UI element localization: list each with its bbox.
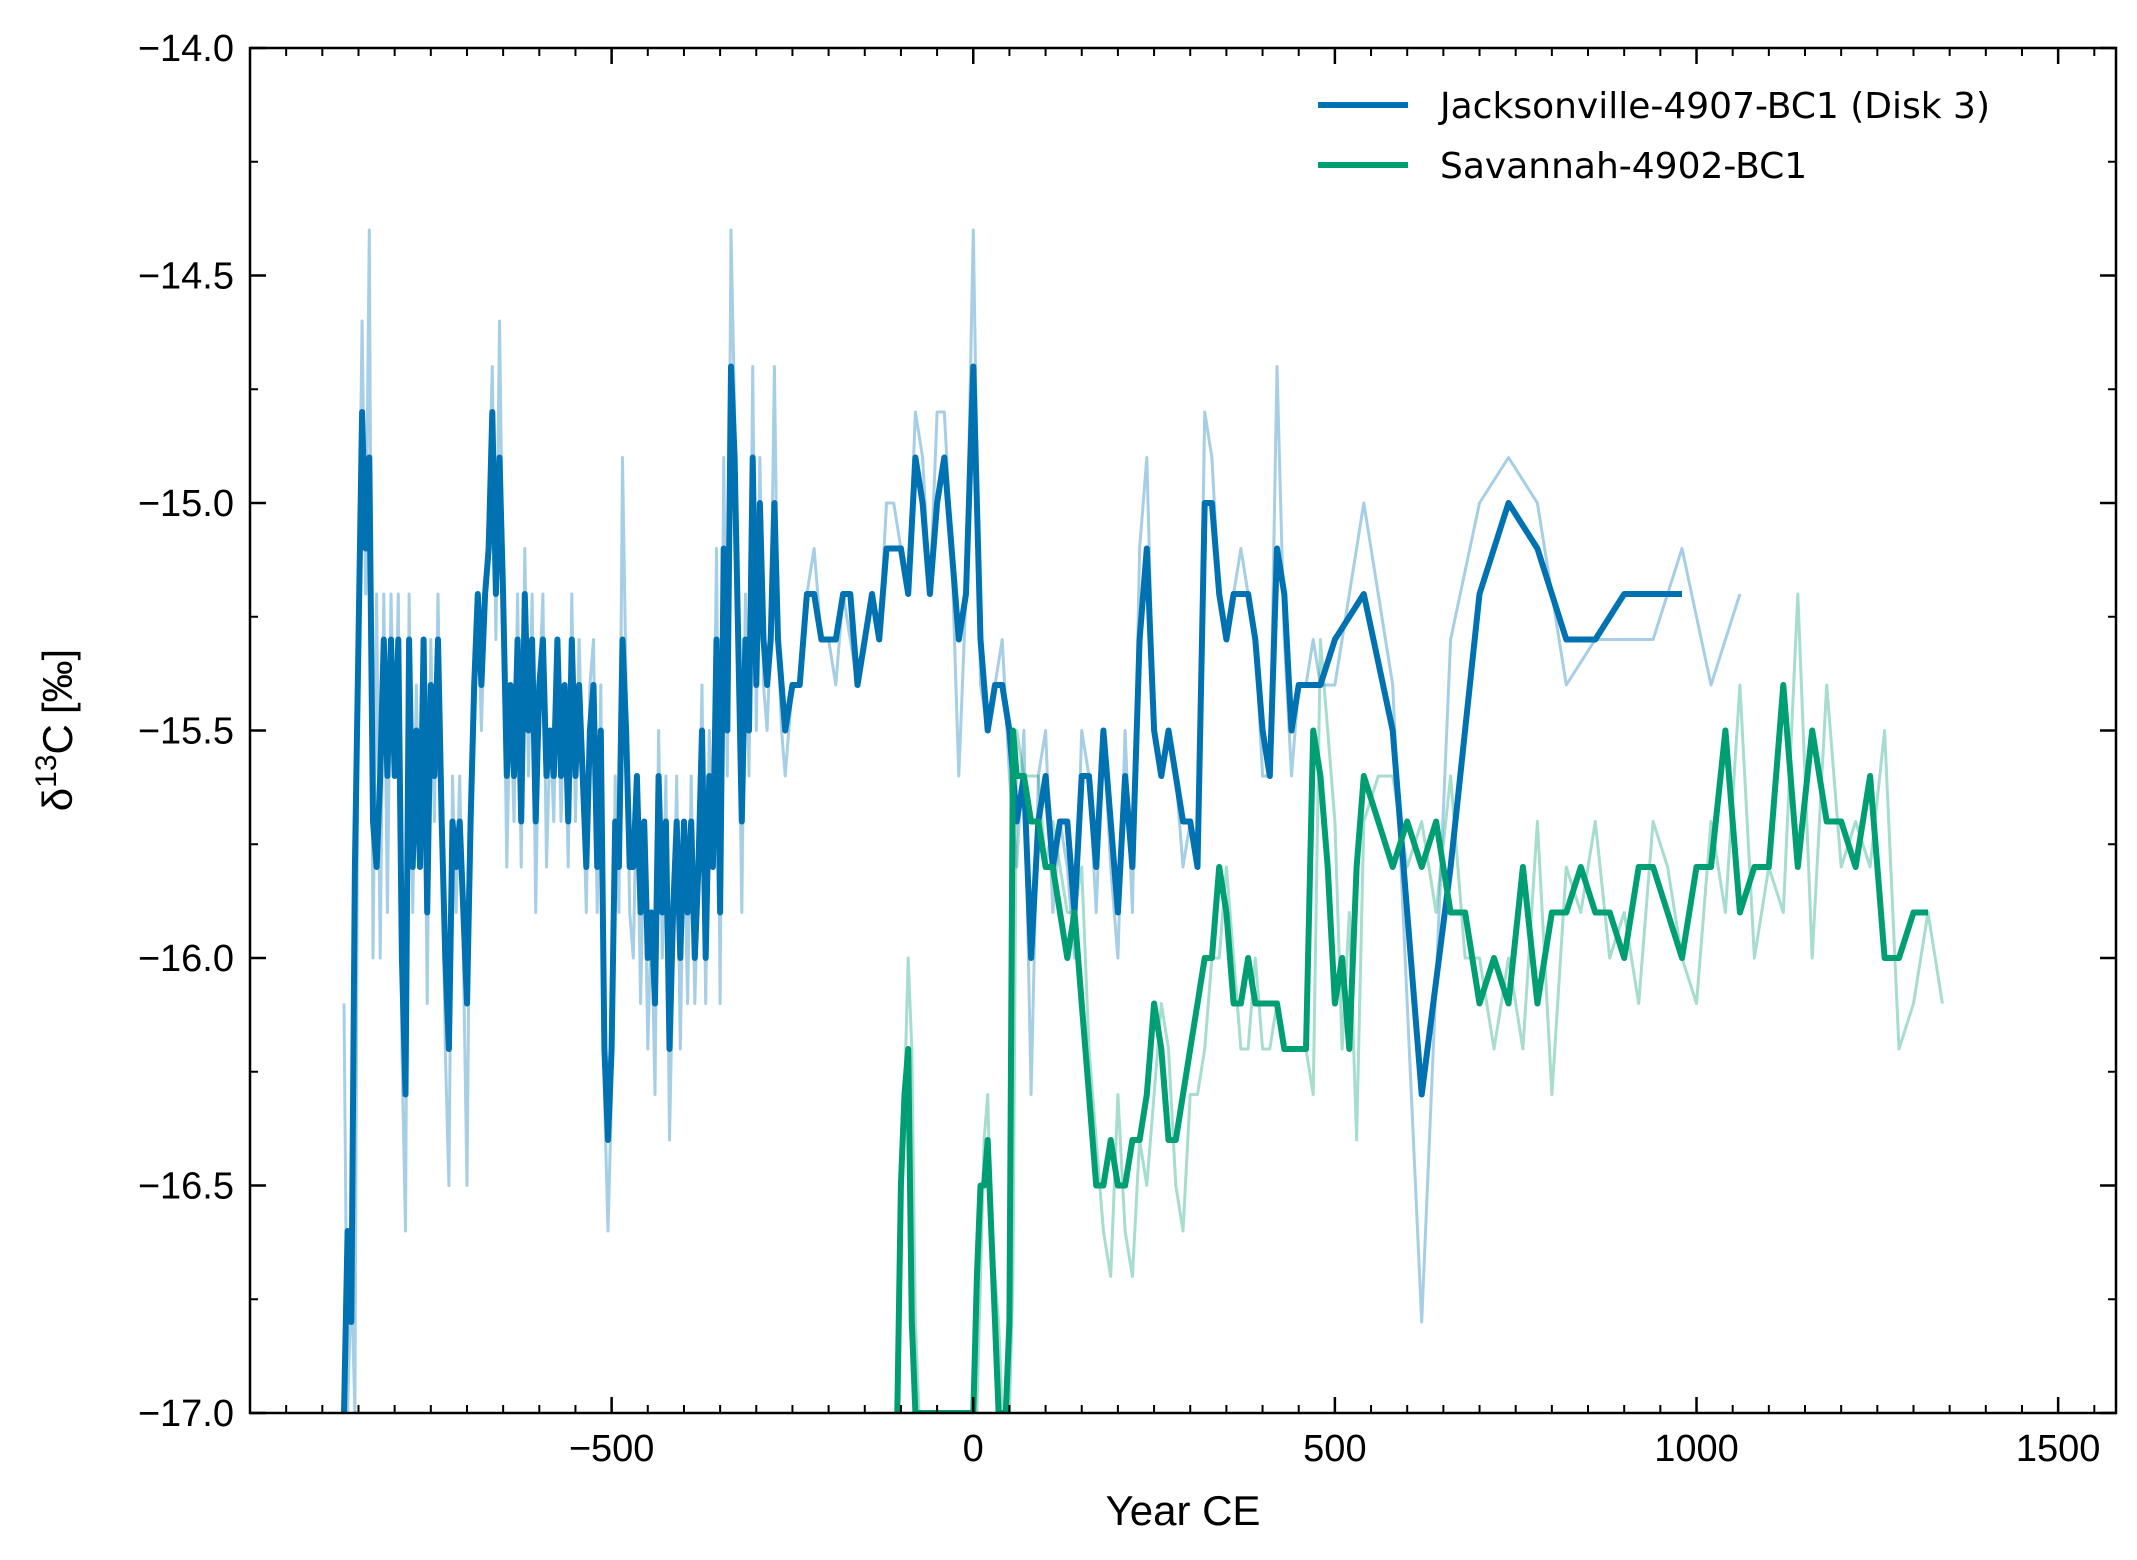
y-tick-labels: −17.0 −16.5 −16.0 −15.5 −15.0 −14.5 −14.0 bbox=[138, 28, 234, 1435]
x-tick-label: 1500 bbox=[2016, 1428, 2101, 1470]
y-axis-title-unit: [‰] bbox=[34, 649, 81, 714]
y-tick-label: −14.0 bbox=[138, 28, 234, 70]
y-tick-label: −16.0 bbox=[138, 938, 234, 980]
x-tick-label: 500 bbox=[1303, 1428, 1366, 1470]
x-tick-labels: −500 0 500 1000 1500 bbox=[569, 1428, 2101, 1470]
x-tick-label: −500 bbox=[569, 1428, 655, 1470]
y-axis-title-superscript: 13 bbox=[30, 754, 63, 787]
x-axis-title: Year CE bbox=[1106, 1487, 1261, 1534]
axis-ticks bbox=[250, 46, 2116, 1415]
x-tick-label: 0 bbox=[963, 1428, 984, 1470]
smoothed-series-lines bbox=[341, 363, 1928, 1413]
y-tick-label: −15.5 bbox=[138, 711, 234, 753]
y-tick-label: −15.0 bbox=[138, 483, 234, 525]
legend-label-savannah: Savannah-4902-BC1 bbox=[1440, 146, 1807, 187]
y-axis-title-element: C bbox=[34, 724, 81, 754]
legend: Jacksonville-4907-BC1 (Disk 3) Savannah-… bbox=[1318, 86, 1990, 187]
x-tick-label: 1000 bbox=[1654, 1428, 1739, 1470]
series-raw-savannah-4902-bc1 bbox=[899, 592, 1944, 1413]
legend-label-jacksonville: Jacksonville-4907-BC1 (Disk 3) bbox=[1438, 86, 1990, 127]
series-line-savannah-4902-bc1 bbox=[894, 682, 1928, 1413]
y-axis-title: δ13C [‰] bbox=[30, 649, 81, 811]
y-tick-label: −14.5 bbox=[138, 256, 234, 298]
y-tick-label: −17.0 bbox=[138, 1393, 234, 1435]
y-tick-label: −16.5 bbox=[138, 1166, 234, 1208]
y-axis-title-symbol: δ bbox=[34, 788, 81, 811]
series-line-jacksonville-4907-bc1-disk-3 bbox=[341, 363, 1682, 1413]
